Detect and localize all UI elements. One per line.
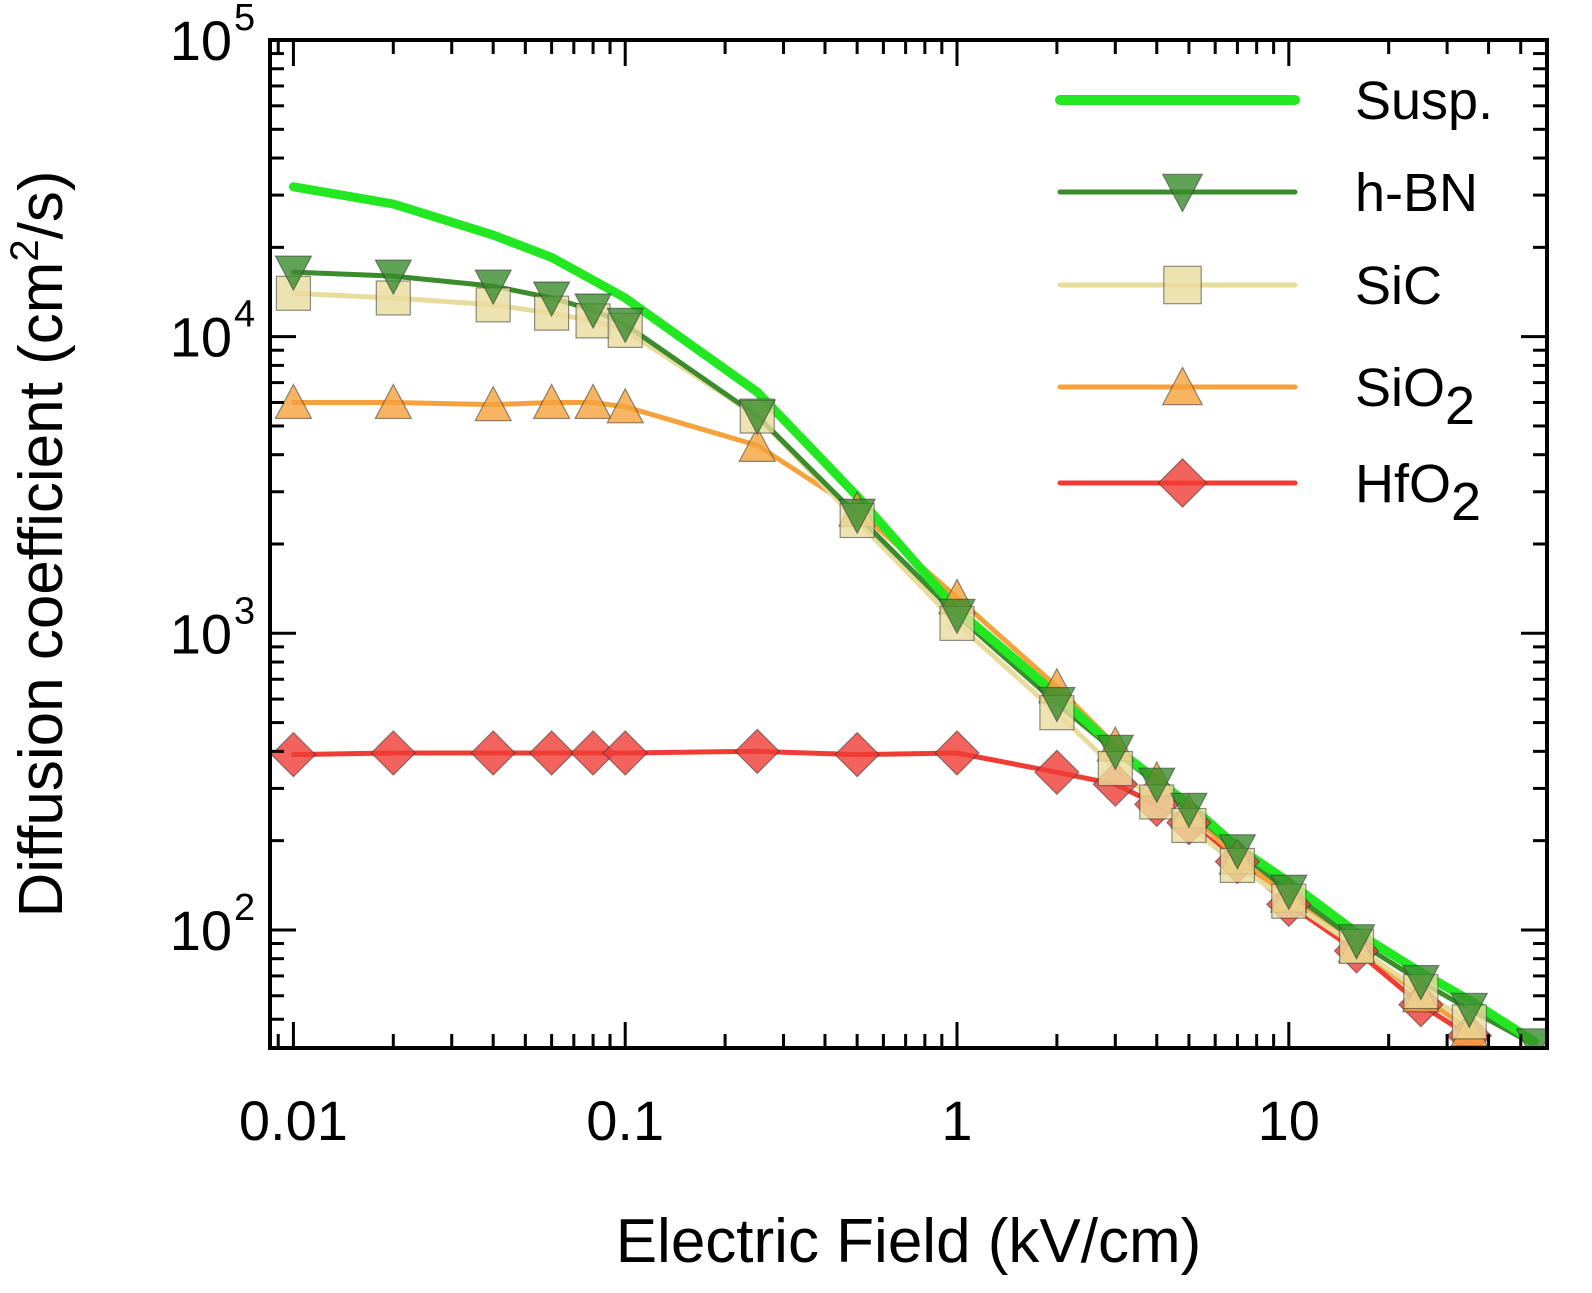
data-point-hfo2 bbox=[528, 730, 575, 776]
data-point-hbn bbox=[1401, 964, 1440, 1001]
data-point-sio2 bbox=[606, 387, 645, 424]
data-point-hbn bbox=[574, 293, 613, 330]
y-tick-label: 10 bbox=[170, 602, 232, 665]
data-point-hbn bbox=[606, 307, 645, 344]
data-point-hbn bbox=[738, 399, 777, 436]
data-point-hfo2 bbox=[1034, 749, 1080, 796]
legend-label-hfo2: HfO2 bbox=[1355, 454, 1481, 532]
y-tick-label: 10 bbox=[170, 899, 232, 962]
x-axis-label: Electric Field (kV/cm) bbox=[616, 1207, 1202, 1276]
data-point-sio2 bbox=[274, 383, 313, 420]
data-point-hfo2 bbox=[934, 730, 980, 776]
data-point-sio2 bbox=[532, 383, 571, 420]
y-tick-exponent: 4 bbox=[234, 294, 255, 336]
legend-label-hbn: h-BN bbox=[1355, 163, 1478, 223]
x-tick-label: 10 bbox=[1258, 1089, 1320, 1152]
x-tick-label: 1 bbox=[941, 1089, 972, 1152]
x-tick-label: 0.01 bbox=[239, 1089, 348, 1152]
data-point-hbn bbox=[838, 498, 877, 535]
legend-marker-sic bbox=[1163, 265, 1202, 305]
data-point-hbn bbox=[1337, 924, 1376, 960]
y-tick-label: 10 bbox=[170, 9, 232, 72]
legend: Susp. h-BN SiC SiO2 HfO2 bbox=[1055, 71, 1493, 532]
data-point-hbn bbox=[1515, 1028, 1547, 1048]
data-point-hbn bbox=[274, 255, 313, 292]
data-point-sio2 bbox=[574, 383, 613, 420]
data-point-hfo2 bbox=[270, 731, 317, 778]
y-tick-exponent: 2 bbox=[234, 887, 255, 929]
legend-label-sio2: SiO2 bbox=[1355, 358, 1475, 436]
data-point-sio2 bbox=[738, 426, 777, 462]
legend-marker-hfo2 bbox=[1157, 457, 1208, 509]
data-point-hbn bbox=[938, 598, 977, 635]
data-point-hbn bbox=[532, 281, 571, 318]
data-point-hbn bbox=[474, 269, 513, 306]
series-line-sio2 bbox=[290, 400, 1472, 1033]
legend-label-sic: SiC bbox=[1355, 256, 1442, 316]
data-point-hbn bbox=[1037, 686, 1076, 723]
data-point-sio2 bbox=[474, 385, 513, 422]
data-point-hbn bbox=[1169, 792, 1208, 829]
x-tick-label: 0.1 bbox=[586, 1089, 664, 1152]
legend-marker-sio2 bbox=[1161, 366, 1204, 406]
data-point-hfo2 bbox=[834, 731, 880, 778]
data-point-hfo2 bbox=[370, 730, 417, 776]
y-axis-label: Diffusion coefficient (cm2/s) bbox=[3, 171, 76, 918]
data-point-hbn bbox=[1096, 734, 1135, 771]
data-point-hfo2 bbox=[734, 728, 781, 775]
y-tick-exponent: 3 bbox=[234, 590, 255, 632]
series-layer bbox=[270, 182, 1547, 1048]
legend-marker-hbn bbox=[1161, 173, 1204, 213]
data-point-hbn bbox=[374, 259, 413, 296]
axis-ticks bbox=[270, 38, 1549, 1050]
data-point-hbn bbox=[1269, 874, 1308, 911]
data-point-hbn bbox=[1137, 767, 1176, 804]
data-point-hfo2 bbox=[570, 730, 616, 776]
data-point-hbn bbox=[1450, 992, 1489, 1029]
y-tick-exponent: 5 bbox=[234, 0, 255, 39]
data-point-hbn bbox=[1218, 834, 1257, 870]
data-point-hfo2 bbox=[470, 730, 517, 776]
legend-label-susp: Susp. bbox=[1355, 71, 1493, 131]
data-point-hfo2 bbox=[602, 730, 649, 776]
data-point-sio2 bbox=[374, 383, 413, 420]
y-tick-label: 10 bbox=[170, 306, 232, 369]
